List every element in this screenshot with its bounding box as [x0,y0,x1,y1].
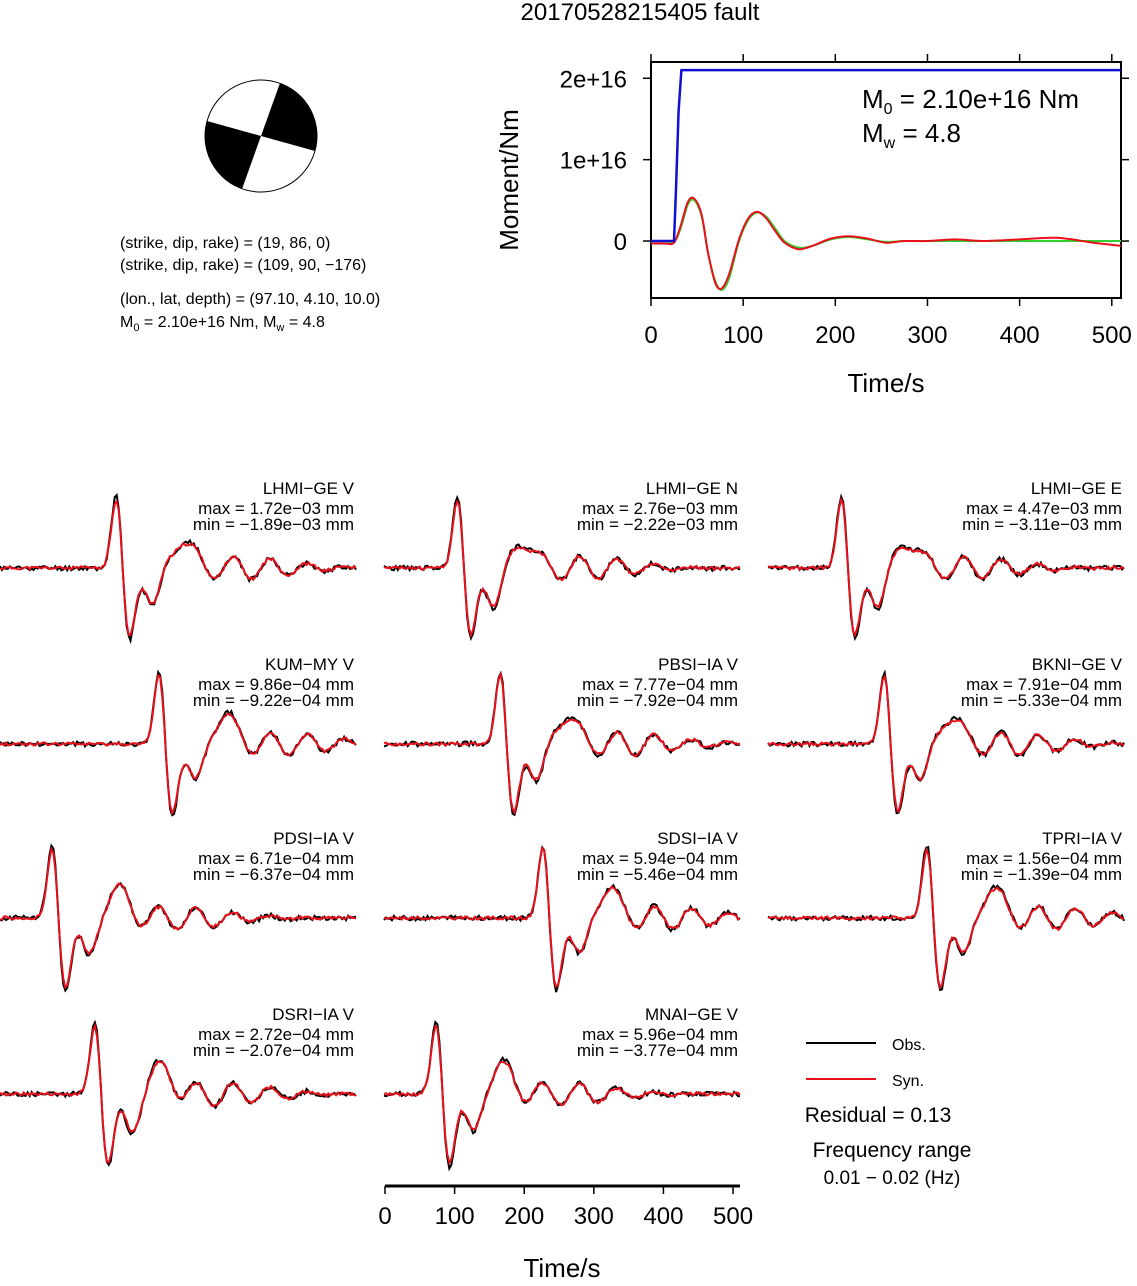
station-name: DSRI−IA V [272,1005,354,1024]
moment-ytick-label: 1e+16 [560,148,627,175]
moment-xtick-label: 0 [644,322,657,349]
moment-series-line [651,68,1121,243]
station-name: PBSI−IA V [658,655,739,674]
moment-series-line [650,198,1121,291]
moment-plot-frame [650,61,1122,299]
station-min: min = −3.77e−04 mm [577,1041,738,1060]
station-name: TPRI−IA V [1042,829,1122,848]
station-max: max = 2.76e−03 mm [582,499,738,518]
freq-range-label: Frequency range [813,1139,972,1162]
legend-obs-label: Obs. [892,1037,926,1054]
focal-line-1: (strike, dip, rake) = (19, 86, 0) [120,235,330,252]
moment-ytick-label: 2e+16 [560,66,627,93]
syn-trace [383,1024,741,1165]
syn-trace [0,846,357,990]
waveform-xtick-label: 100 [435,1203,475,1230]
moment-xtick-label: 300 [907,322,947,349]
beachball [204,79,318,193]
station-name: BKNI−GE V [1032,655,1123,674]
moment-xtick-label: 500 [1092,322,1132,349]
focal-line-3: (lon., lat, depth) = (97.10, 4.10, 10.0) [120,291,380,308]
station-max: max = 9.86e−04 mm [198,675,354,694]
moment-ytick-label: 0 [614,229,627,256]
moment-ylabel: Moment/Nm [494,109,524,251]
station-name: MNAI−GE V [645,1005,739,1024]
station-name: KUM−MY V [265,655,355,674]
syn-trace [767,496,1125,638]
station-min: min = −1.89e−03 mm [193,515,354,534]
moment-xtick-label: 100 [723,322,763,349]
station-name: LHMI−GE V [263,479,355,498]
station-min: min = −3.11e−03 mm [962,515,1122,534]
station-max: max = 1.56e−04 mm [966,849,1122,868]
station-max: max = 5.96e−04 mm [582,1025,738,1044]
station-min: min = −5.33e−04 mm [961,691,1122,710]
beachball-quadrant-sw [204,121,261,189]
station-min: min = −1.39e−04 mm [961,865,1122,884]
station-min: min = −7.92e−04 mm [577,691,738,710]
waveform-xtick-label: 400 [643,1203,683,1230]
syn-trace [383,671,741,815]
station-min: min = −6.37e−04 mm [193,865,354,884]
focal-line-2: (strike, dip, rake) = (109, 90, −176) [120,257,366,274]
moment-xlabel: Time/s [847,368,924,398]
waveform-xlabel: Time/s [523,1253,600,1281]
beachball-quadrant-ne [261,83,318,151]
station-name: PDSI−IA V [273,829,354,848]
station-max: max = 7.91e−04 mm [966,675,1122,694]
station-min: min = −2.22e−03 mm [577,515,738,534]
mw-annotation: Mw = 4.8 [862,118,961,152]
freq-range-value: 0.01 − 0.02 (Hz) [824,1168,961,1189]
station-min: min = −2.07e−04 mm [193,1041,354,1060]
syn-trace [0,1022,357,1164]
station-min: min = −5.46e−04 mm [577,865,738,884]
waveform-time-axis: 0 100 200 300 400 500 [378,1184,753,1230]
station-name: LHMI−GE N [646,479,738,498]
waveform-xtick-label: 200 [504,1203,544,1230]
moment-panel: 0 100 200 300 400 500 0 1e+16 2e+16 [560,54,1132,349]
station-max: max = 4.47e−03 mm [966,499,1122,518]
m0-annotation: M0 = 2.10e+16 Nm [862,84,1079,118]
syn-trace [767,674,1125,814]
moment-series-line [650,196,1122,290]
moment-xtick-label: 200 [815,322,855,349]
station-max: max = 1.72e−03 mm [198,499,354,518]
focal-line-4: M0 = 2.10e+16 Nm, Mw = 4.8 [120,314,325,334]
station-name: SDSI−IA V [657,829,738,848]
station-min: min = −9.22e−04 mm [193,691,354,710]
waveform-xtick-label: 500 [713,1203,753,1230]
moment-xtick-label: 400 [1000,322,1040,349]
syn-trace [383,499,741,638]
waveform-xtick-label: 300 [574,1203,614,1230]
syn-trace [0,499,357,636]
waveform-xtick-label: 0 [378,1203,391,1230]
station-max: max = 2.72e−04 mm [198,1025,354,1044]
syn-trace [0,673,357,816]
station-max: max = 5.94e−04 mm [582,849,738,868]
legend: Obs. Syn. Residual = 0.13 Frequency rang… [805,1037,972,1189]
syn-trace [383,845,741,989]
syn-trace [767,846,1125,990]
station-name: LHMI−GE E [1031,479,1122,498]
residual-text: Residual = 0.13 [805,1104,952,1127]
figure-title: 20170528215405 fault [521,0,760,26]
legend-syn-label: Syn. [892,1073,924,1090]
station-max: max = 6.71e−04 mm [198,849,354,868]
station-max: max = 7.77e−04 mm [582,675,738,694]
